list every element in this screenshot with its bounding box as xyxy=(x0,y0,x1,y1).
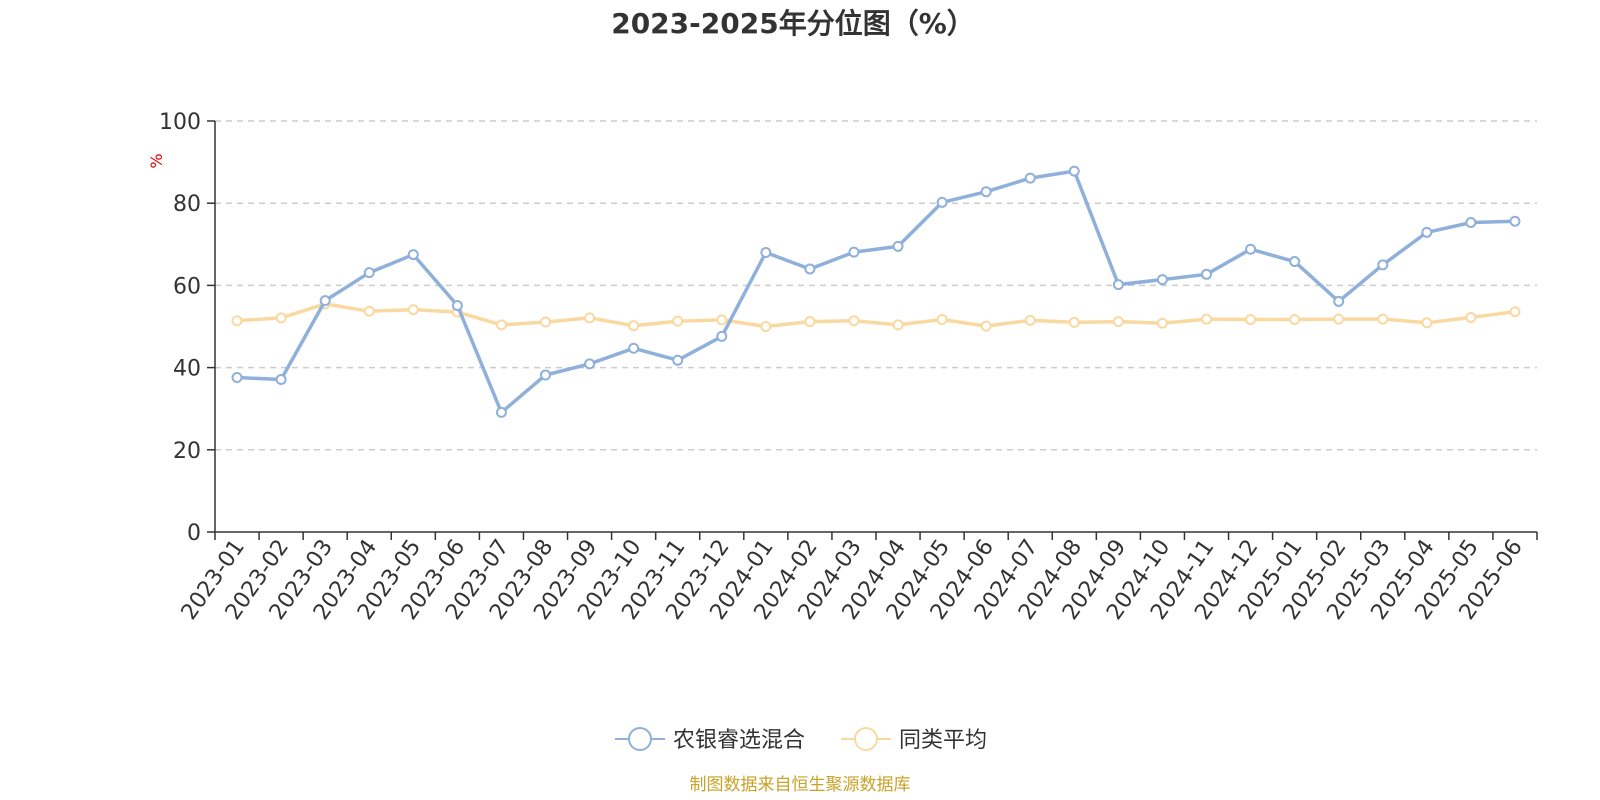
data-point[interactable] xyxy=(1112,316,1124,328)
data-point[interactable] xyxy=(1112,279,1124,291)
data-point[interactable] xyxy=(1377,313,1389,325)
data-point[interactable] xyxy=(1024,172,1036,184)
data-point[interactable] xyxy=(319,295,331,307)
data-point[interactable] xyxy=(584,312,596,324)
y-axis-unit-label: % xyxy=(147,153,166,168)
data-point[interactable] xyxy=(1509,215,1521,227)
data-point[interactable] xyxy=(628,342,640,354)
legend-label: 同类平均 xyxy=(899,728,987,753)
data-point[interactable] xyxy=(672,315,684,327)
data-point[interactable] xyxy=(1068,165,1080,177)
legend: 农银睿选混合 同类平均 xyxy=(615,727,987,753)
data-point[interactable] xyxy=(540,316,551,328)
data-point[interactable] xyxy=(363,305,375,317)
data-point[interactable] xyxy=(804,316,816,328)
data-point[interactable] xyxy=(1509,306,1521,318)
data-point[interactable] xyxy=(1465,217,1477,229)
data-point[interactable] xyxy=(1333,313,1345,325)
data-point[interactable] xyxy=(980,186,992,198)
data-point[interactable] xyxy=(760,247,772,259)
data-point[interactable] xyxy=(540,369,551,381)
data-point[interactable] xyxy=(716,314,728,326)
data-point[interactable] xyxy=(495,319,507,331)
series-0 xyxy=(231,165,1521,418)
data-point[interactable] xyxy=(848,246,860,258)
data-point[interactable] xyxy=(1421,317,1433,329)
data-point[interactable] xyxy=(231,315,243,327)
series-line xyxy=(236,302,1516,329)
data-point[interactable] xyxy=(1245,314,1257,326)
data-point[interactable] xyxy=(936,196,948,208)
chart-title: 2023-2025年分位图（%） xyxy=(611,7,975,40)
data-point[interactable] xyxy=(1245,243,1257,255)
data-point[interactable] xyxy=(1333,295,1345,307)
series-1 xyxy=(231,298,1521,332)
legend-marker xyxy=(854,727,878,751)
data-point[interactable] xyxy=(628,320,640,332)
data-point[interactable] xyxy=(1377,259,1389,271)
data-point[interactable] xyxy=(1289,314,1301,326)
data-point[interactable] xyxy=(848,315,860,327)
legend-label: 农银睿选混合 xyxy=(673,728,805,753)
y-tick-label: 100 xyxy=(159,110,201,135)
data-point[interactable] xyxy=(275,312,287,324)
y-tick-label: 0 xyxy=(187,521,201,546)
data-point[interactable] xyxy=(804,263,816,275)
data-point[interactable] xyxy=(1465,311,1477,323)
data-point[interactable] xyxy=(363,267,375,279)
data-point[interactable] xyxy=(1024,314,1036,326)
data-point[interactable] xyxy=(495,406,507,418)
data-point[interactable] xyxy=(407,249,419,261)
data-point[interactable] xyxy=(672,354,684,366)
data-point[interactable] xyxy=(1201,268,1212,280)
data-point[interactable] xyxy=(980,320,992,332)
series-line xyxy=(236,169,1516,415)
data-point[interactable] xyxy=(892,240,904,252)
data-point[interactable] xyxy=(1068,316,1080,328)
data-point[interactable] xyxy=(275,374,287,386)
data-point[interactable] xyxy=(584,358,596,370)
data-point[interactable] xyxy=(1421,226,1433,238)
y-tick-label: 60 xyxy=(173,274,201,299)
data-point[interactable] xyxy=(892,319,904,331)
y-tick-label: 80 xyxy=(173,192,201,217)
y-axis: 0 20 40 60 80 100 xyxy=(159,110,216,546)
data-point[interactable] xyxy=(1289,256,1301,268)
data-point[interactable] xyxy=(760,321,772,332)
data-point[interactable] xyxy=(716,330,728,342)
legend-item-0[interactable]: 农银睿选混合 xyxy=(615,727,805,753)
legend-marker xyxy=(628,727,652,751)
data-point[interactable] xyxy=(231,371,243,383)
y-tick-label: 20 xyxy=(173,439,201,464)
series-layer xyxy=(231,165,1521,418)
data-point[interactable] xyxy=(1156,274,1168,286)
data-point[interactable] xyxy=(936,314,948,326)
data-point[interactable] xyxy=(407,304,419,316)
data-point[interactable] xyxy=(451,300,463,312)
grid-lines xyxy=(215,120,1537,451)
data-point[interactable] xyxy=(1156,317,1168,329)
source-note: 制图数据来自恒生聚源数据库 xyxy=(690,775,911,795)
legend-item-1[interactable]: 同类平均 xyxy=(841,727,987,753)
x-axis: 2023-012023-022023-032023-042023-052023-… xyxy=(177,531,1538,625)
data-point[interactable] xyxy=(1201,313,1212,325)
y-tick-label: 40 xyxy=(173,357,201,382)
